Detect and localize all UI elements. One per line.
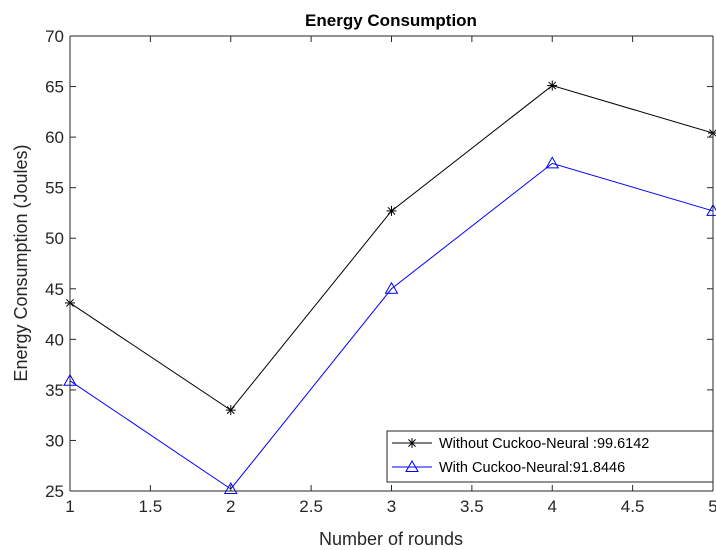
- legend-box: [386, 430, 714, 483]
- x-tick-labels: 1 1.5 2 2.5 3 3.5 4 4.5 5: [65, 497, 716, 516]
- y-tick-labels: 25 30 35 40 45 50 55 60 65 70: [45, 27, 64, 501]
- data-point-without-cuckoo: [547, 80, 558, 91]
- x-axis-label: Number of rounds: [319, 529, 463, 549]
- y-tick-label: 25: [45, 482, 64, 501]
- data-point-with-cuckoo: [223, 481, 238, 494]
- y-tick-label: 40: [45, 330, 64, 349]
- y-axis-label: Energy Consumption (Joules): [11, 144, 31, 381]
- y-tick-label: 55: [45, 179, 64, 198]
- y-tick-label: 30: [45, 431, 64, 450]
- legend-marker-triangle: [405, 459, 419, 472]
- y-tick-label: 35: [45, 381, 64, 400]
- chart-title: Energy Consumption: [305, 11, 477, 30]
- x-tick-label: 1.5: [139, 497, 163, 516]
- series-markers: [63, 80, 716, 494]
- legend-label: With Cuckoo-Neural:91.8446: [439, 460, 625, 476]
- x-tick-label: 3.5: [460, 497, 484, 516]
- data-point-without-cuckoo: [386, 205, 397, 216]
- y-tick-label: 60: [45, 128, 64, 147]
- y-tick-label: 65: [45, 78, 64, 97]
- legend: Without Cuckoo-Neural :99.6142 With Cucko…: [386, 430, 714, 483]
- x-tick-label: 5: [708, 497, 716, 516]
- data-point-with-cuckoo: [384, 281, 399, 294]
- x-tick-label: 4: [548, 497, 557, 516]
- legend-label: Without Cuckoo-Neural :99.6142: [439, 436, 649, 452]
- axis-ticks: [69, 35, 714, 492]
- data-point-without-cuckoo: [225, 405, 236, 416]
- plot-area: [70, 36, 713, 491]
- legend-marker-asterisk: [407, 438, 417, 448]
- x-tick-label: 2: [226, 497, 235, 516]
- data-point-with-cuckoo: [545, 156, 560, 169]
- series-line-with-cuckoo: [69, 162, 714, 490]
- x-tick-label: 3: [387, 497, 396, 516]
- y-tick-label: 45: [45, 280, 64, 299]
- y-tick-label: 50: [45, 229, 64, 248]
- x-tick-label: 2.5: [299, 497, 323, 516]
- y-tick-label: 70: [45, 27, 64, 46]
- x-tick-label: 1: [65, 497, 74, 516]
- x-tick-label: 4.5: [621, 497, 645, 516]
